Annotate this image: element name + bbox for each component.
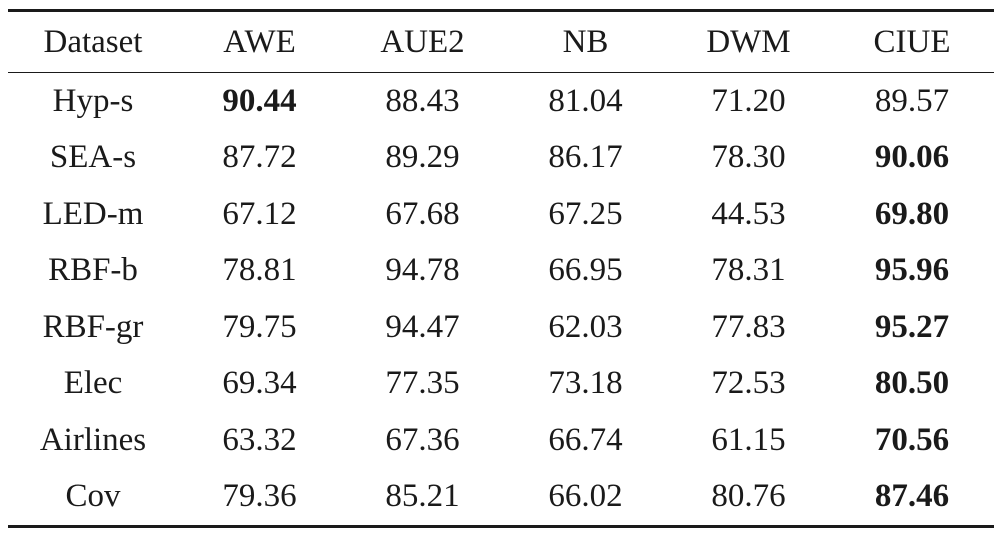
cell-nb: 73.18: [548, 365, 623, 402]
cell-dwm: 44.53: [711, 195, 786, 232]
cell-aue2: 77.35: [385, 365, 460, 402]
cell-nb: 67.25: [548, 195, 623, 232]
cell-ciue: 89.57: [874, 82, 950, 119]
cell-aue2: 67.68: [385, 195, 460, 232]
cell-awe: 78.81: [222, 252, 297, 289]
table-body: Hyp-s 90.44 88.43 81.04 71.20 89.57 SEA-s 87.72…: [8, 73, 994, 527]
cell-dataset: RBF-b: [48, 252, 138, 289]
cell-dwm: 78.30: [711, 139, 786, 176]
cell-ciue: 90.06: [874, 139, 950, 176]
cell-aue2: 94.47: [385, 308, 460, 345]
cell-dataset: Elec: [63, 365, 123, 402]
cell-dataset: Cov: [65, 478, 121, 515]
cell-awe: 63.32: [222, 421, 297, 458]
table-row: Airlines 63.32 67.36 66.74 61.15 70.56: [8, 412, 994, 469]
table-row: SEA-s 87.72 89.29 86.17 78.30 90.06: [8, 130, 994, 187]
cell-dwm: 78.31: [711, 252, 786, 289]
cell-awe: 79.36: [222, 478, 297, 515]
cell-ciue: 95.27: [874, 308, 950, 345]
header-dwm: DWM: [706, 23, 791, 60]
cell-awe: 79.75: [222, 308, 297, 345]
table-row: Elec 69.34 77.35 73.18 72.53 80.50: [8, 356, 994, 413]
table-row: Cov 79.36 85.21 66.02 80.76 87.46: [8, 469, 994, 527]
cell-dwm: 72.53: [711, 365, 786, 402]
table-row: RBF-gr 79.75 94.47 62.03 77.83 95.27: [8, 299, 994, 356]
cell-awe: 87.72: [222, 139, 297, 176]
cell-dataset: Hyp-s: [52, 82, 134, 119]
cell-dataset: LED-m: [42, 195, 144, 232]
cell-dataset: Airlines: [39, 421, 147, 458]
header-awe: AWE: [223, 23, 296, 60]
header-ciue: CIUE: [873, 23, 951, 60]
cell-ciue: 80.50: [874, 365, 950, 402]
header-row: Dataset AWE AUE2 NB DWM CIUE: [8, 10, 994, 73]
table-row: LED-m 67.12 67.68 67.25 44.53 69.80: [8, 186, 994, 243]
cell-dwm: 61.15: [711, 421, 786, 458]
cell-awe: 69.34: [222, 365, 297, 402]
cell-awe: 90.44: [222, 82, 297, 119]
header-nb: NB: [562, 23, 609, 60]
cell-ciue: 69.80: [874, 195, 950, 232]
cell-aue2: 94.78: [385, 252, 460, 289]
results-table-container: Dataset AWE AUE2 NB DWM CIUE Hyp-s 90.44 8…: [8, 9, 994, 528]
header-aue2: AUE2: [380, 23, 465, 60]
cell-aue2: 67.36: [385, 421, 460, 458]
cell-awe: 67.12: [222, 195, 297, 232]
table-row: RBF-b 78.81 94.78 66.95 78.31 95.96: [8, 243, 994, 300]
cell-dataset: RBF-gr: [42, 308, 144, 345]
cell-ciue: 95.96: [874, 252, 950, 289]
cell-nb: 62.03: [548, 308, 623, 345]
cell-aue2: 85.21: [385, 478, 460, 515]
header-dataset: Dataset: [43, 23, 143, 60]
cell-dwm: 71.20: [711, 82, 786, 119]
cell-ciue: 70.56: [874, 421, 950, 458]
cell-nb: 66.95: [548, 252, 623, 289]
cell-aue2: 89.29: [385, 139, 460, 176]
cell-nb: 81.04: [548, 82, 623, 119]
table-row: Hyp-s 90.44 88.43 81.04 71.20 89.57: [8, 73, 994, 130]
cell-nb: 66.02: [548, 478, 623, 515]
cell-dwm: 77.83: [711, 308, 786, 345]
table-header: Dataset AWE AUE2 NB DWM CIUE: [8, 10, 994, 73]
cell-dataset: SEA-s: [49, 139, 137, 176]
cell-nb: 66.74: [548, 421, 623, 458]
cell-aue2: 88.43: [385, 82, 460, 119]
results-table: Dataset AWE AUE2 NB DWM CIUE Hyp-s 90.44 8…: [8, 9, 994, 528]
cell-dwm: 80.76: [711, 478, 786, 515]
cell-nb: 86.17: [548, 139, 623, 176]
cell-ciue: 87.46: [874, 478, 950, 515]
